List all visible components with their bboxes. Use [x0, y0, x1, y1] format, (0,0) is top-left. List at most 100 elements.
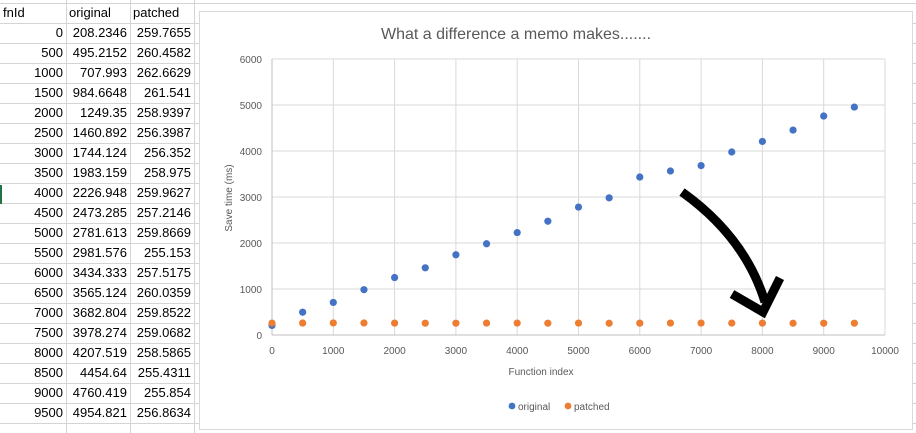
sheet-cell[interactable]: 259.8669 [136, 225, 191, 240]
sheet-header-cell[interactable]: original [69, 5, 111, 20]
sheet-cell[interactable]: 256.3987 [136, 125, 191, 140]
data-point-patched [268, 319, 276, 327]
sheet-cell[interactable]: 500 [41, 45, 63, 60]
data-point-patched [360, 319, 368, 327]
sheet-cell[interactable]: 3500 [34, 165, 63, 180]
data-point-patched [513, 319, 521, 327]
sheet-cell[interactable]: 257.2146 [136, 205, 191, 220]
sheet-cell[interactable]: 1983.159 [72, 165, 127, 180]
sheet-cell[interactable]: 261.541 [144, 85, 191, 100]
sheet-cell[interactable]: 4500 [34, 205, 63, 220]
x-tick-label: 2000 [383, 346, 406, 357]
sheet-cell[interactable]: 1000 [34, 65, 63, 80]
sheet-cell[interactable]: 259.0682 [136, 325, 191, 340]
data-point-patched [421, 319, 429, 327]
sheet-column-divider [194, 0, 195, 433]
y-tick-label: 2000 [240, 239, 263, 250]
x-axis-title: Function index [508, 367, 573, 378]
sheet-cell[interactable]: 2473.285 [72, 205, 127, 220]
sheet-cell[interactable]: 2500 [34, 125, 63, 140]
sheet-header-cell[interactable]: patched [133, 5, 180, 20]
sheet-cell[interactable]: 2226.948 [72, 185, 127, 200]
data-point-patched [758, 319, 767, 327]
sheet-cell[interactable]: 260.0359 [136, 285, 191, 300]
sheet-cell[interactable]: 7000 [34, 305, 63, 320]
sheet-cell[interactable]: 4760.419 [72, 385, 127, 400]
sheet-cell[interactable]: 6500 [34, 285, 63, 300]
chart-frame[interactable]: What a difference a memo makes....... 0 1… [199, 11, 913, 430]
data-point-original [636, 173, 644, 181]
chart-ticks: 0 1000 2000 3000 4000 5000 6000 7000 8000 9000 100… [240, 55, 900, 357]
x-tick-label: 8000 [751, 346, 774, 357]
data-point-patched [636, 319, 644, 327]
sheet-cell[interactable]: 4000 [34, 185, 63, 200]
chart-grid [271, 58, 886, 336]
sheet-cell[interactable]: 259.9627 [136, 185, 191, 200]
sheet-cell[interactable]: 258.5865 [136, 345, 191, 360]
data-point-original [329, 298, 337, 307]
sheet-cell[interactable]: 4954.821 [72, 405, 127, 420]
y-tick-label: 5000 [240, 101, 263, 112]
sheet-cell[interactable]: 6000 [34, 265, 63, 280]
sheet-cell[interactable]: 260.4582 [136, 45, 191, 60]
data-point-patched [820, 319, 828, 327]
sheet-cell[interactable]: 258.9397 [136, 105, 191, 120]
sheet-cell[interactable]: 8500 [34, 365, 63, 380]
sheet-cell[interactable]: 208.2346 [72, 25, 127, 40]
sheet-cell[interactable]: 255.153 [144, 245, 191, 260]
sheet-cell[interactable]: 3682.804 [72, 305, 127, 320]
sheet-cell[interactable]: 262.6629 [136, 65, 191, 80]
chart-points [268, 103, 858, 330]
x-tick-label: 5000 [567, 346, 590, 357]
sheet-cell[interactable]: 5000 [34, 225, 63, 240]
data-point-original [482, 240, 491, 248]
sheet-cell[interactable]: 4454.64 [80, 365, 127, 380]
sheet-cell[interactable]: 9500 [34, 405, 63, 420]
x-tick-label: 6000 [629, 346, 652, 357]
sheet-cell[interactable]: 4207.519 [72, 345, 127, 360]
data-point-original [421, 264, 429, 272]
sheet-cell[interactable]: 255.854 [144, 385, 191, 400]
data-point-patched [574, 319, 583, 327]
sheet-column-divider [66, 0, 67, 433]
sheet-cell[interactable]: 3000 [34, 145, 63, 160]
sheet-cell[interactable]: 495.2152 [72, 45, 127, 60]
sheet-cell[interactable]: 258.975 [144, 165, 191, 180]
sheet-cell[interactable]: 2000 [34, 105, 63, 120]
data-point-original [299, 308, 307, 316]
sheet-cell[interactable]: 259.8522 [136, 305, 191, 320]
sheet-cell[interactable]: 256.352 [144, 145, 191, 160]
sheet-cell[interactable]: 984.6648 [72, 85, 127, 100]
sheet-cell[interactable]: 707.993 [80, 65, 127, 80]
sheet-cell[interactable]: 3434.333 [72, 265, 127, 280]
data-point-patched [605, 319, 613, 327]
sheet-cell[interactable]: 9000 [34, 385, 63, 400]
y-tick-label: 1000 [240, 285, 263, 296]
sheet-cell[interactable]: 5500 [34, 245, 63, 260]
sheet-cell[interactable]: 1249.35 [80, 105, 127, 120]
legend-marker-patched [564, 402, 572, 410]
sheet-cell[interactable]: 255.4311 [137, 365, 191, 380]
sheet-cell[interactable]: 1460.892 [72, 125, 127, 140]
y-tick-label: 3000 [240, 193, 263, 204]
sheet-cell[interactable]: 3978.274 [72, 325, 127, 340]
data-point-original [850, 103, 858, 111]
sheet-cell[interactable]: 3565.124 [72, 285, 127, 300]
sheet-cell[interactable]: 1500 [34, 85, 63, 100]
sheet-cell[interactable]: 0 [55, 25, 63, 40]
chart-title: What a difference a memo makes....... [381, 26, 651, 43]
sheet-cell[interactable]: 7500 [34, 325, 63, 340]
x-tick-label: 10000 [871, 346, 899, 357]
legend-label-patched: patched [574, 402, 610, 413]
data-point-patched [482, 319, 491, 327]
row-selection-marker [0, 185, 2, 204]
sheet-cell[interactable]: 2781.613 [72, 225, 127, 240]
data-point-patched [728, 319, 736, 327]
sheet-cell[interactable]: 257.5175 [136, 265, 191, 280]
sheet-cell[interactable]: 1744.124 [72, 145, 127, 160]
sheet-cell[interactable]: 259.7655 [136, 25, 191, 40]
sheet-cell[interactable]: 256.8634 [136, 405, 191, 420]
sheet-cell[interactable]: 2981.576 [72, 245, 127, 260]
sheet-header-cell[interactable]: fnId [3, 5, 25, 20]
sheet-cell[interactable]: 8000 [34, 345, 63, 360]
